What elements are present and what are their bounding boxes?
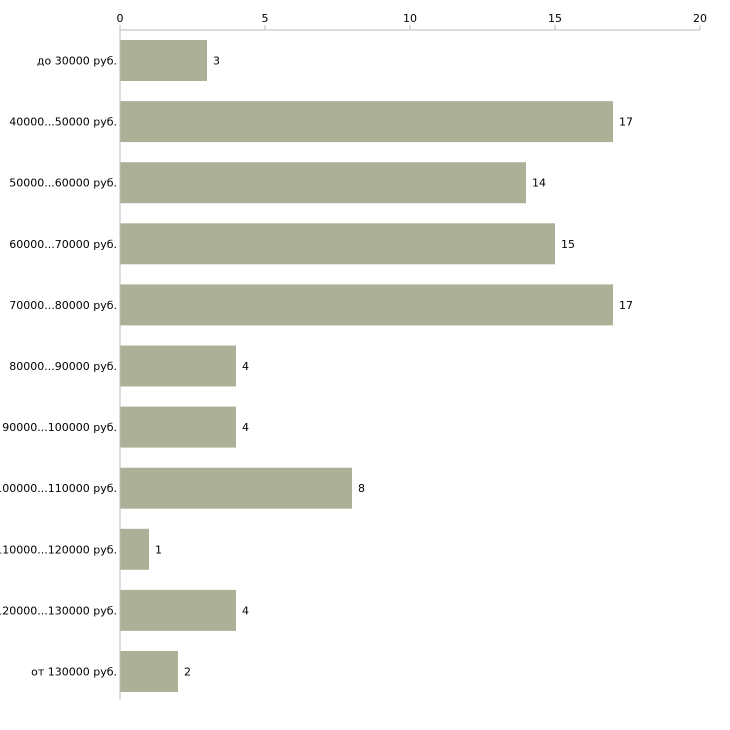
category-label: 50000...60000 руб. <box>9 177 117 190</box>
value-label: 8 <box>358 482 365 495</box>
bar <box>120 467 352 509</box>
bar <box>120 40 207 81</box>
x-tick-label: 0 <box>117 12 124 25</box>
x-tick-label: 20 <box>693 12 707 25</box>
category-label: 110000...120000 руб. <box>0 543 117 556</box>
value-label: 4 <box>242 604 249 617</box>
bar <box>120 589 236 631</box>
chart-bars <box>120 40 613 692</box>
x-tick-label: 15 <box>548 12 562 25</box>
bar <box>120 528 149 570</box>
value-label: 15 <box>561 238 575 251</box>
category-label: 70000...80000 руб. <box>9 299 117 312</box>
bar <box>120 284 613 326</box>
value-label: 14 <box>532 177 546 190</box>
category-label: от 130000 руб. <box>31 666 117 679</box>
value-label: 4 <box>242 360 249 373</box>
value-label: 3 <box>213 55 220 68</box>
bar <box>120 406 236 448</box>
x-tick-label: 5 <box>262 12 269 25</box>
chart-axes <box>119 25 701 700</box>
category-label: 80000...90000 руб. <box>9 360 117 373</box>
bar <box>120 223 555 265</box>
bar <box>120 345 236 387</box>
category-label: 60000...70000 руб. <box>9 238 117 251</box>
category-label: 100000...110000 руб. <box>0 482 117 495</box>
value-label: 4 <box>242 421 249 434</box>
chart-labels: 0 5 10 15 20 до 30000 руб. 3 40000...50000 руб.… <box>0 12 707 679</box>
bar <box>120 162 526 204</box>
bar <box>120 101 613 143</box>
value-label: 17 <box>619 116 633 129</box>
value-label: 17 <box>619 299 633 312</box>
value-label: 1 <box>155 543 162 556</box>
category-label: 40000...50000 руб. <box>9 116 117 129</box>
bar <box>120 651 178 692</box>
x-tick-label: 10 <box>403 12 417 25</box>
category-label: 120000...130000 руб. <box>0 604 117 617</box>
value-label: 2 <box>184 666 191 679</box>
category-label: до 30000 руб. <box>37 55 117 68</box>
category-label: 90000...100000 руб. <box>2 421 117 434</box>
